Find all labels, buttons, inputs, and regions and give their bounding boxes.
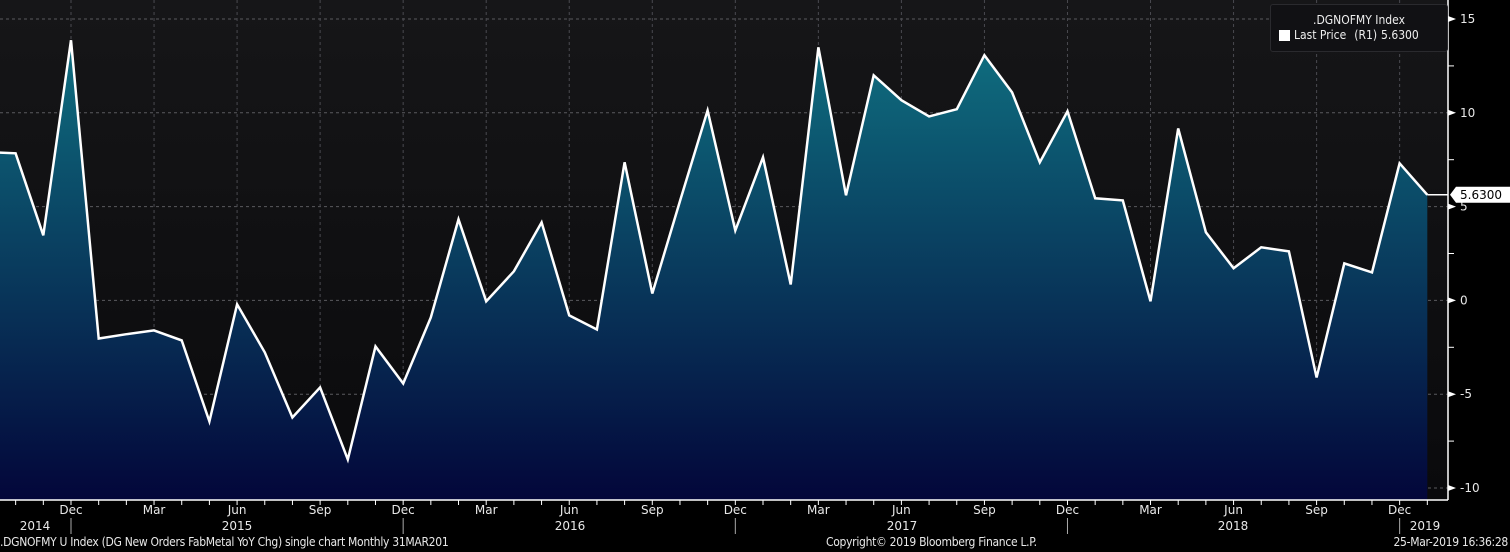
x-tick-label: Sep <box>973 503 996 517</box>
legend-value: 5.6300 <box>1381 28 1419 42</box>
y-tick <box>1448 109 1456 116</box>
legend-swatch <box>1279 29 1290 41</box>
last-value-label: 5.6300 <box>1460 188 1502 202</box>
footer-copyright: Copyright© 2019 Bloomberg Finance L.P. <box>826 535 1037 549</box>
axes: 15 10 5 0 -5 -10 Dec Mar Jun Sep Dec Mar Jun Sep Dec Ma… <box>0 0 1510 534</box>
x-year-label: 2019 <box>1410 519 1441 533</box>
y-tick <box>1448 297 1456 304</box>
x-tick-label: Jun <box>891 503 911 517</box>
legend-label: Last Price <box>1294 28 1347 42</box>
x-tick-label: Dec <box>59 503 82 517</box>
legend-entry: Last Price (R1) 5.6300 <box>1279 28 1447 42</box>
x-year-label: 2018 <box>1218 519 1249 533</box>
y-tick <box>1448 485 1456 491</box>
x-tick-label: Sep <box>309 503 332 517</box>
legend: .DGNOFMY Index Last Price (R1) 5.6300 <box>1270 4 1448 52</box>
x-tick-label: Jun <box>559 503 579 517</box>
x-tick-label: Sep <box>641 503 664 517</box>
y-tick-label: 15 <box>1460 12 1475 26</box>
x-tick-label: Mar <box>475 503 498 517</box>
series-line <box>0 40 1429 464</box>
series-area <box>0 40 1428 500</box>
y-tick-label: -10 <box>1460 481 1480 495</box>
y-tick <box>1448 16 1456 22</box>
x-year-label: 2015 <box>222 519 253 533</box>
x-tick-label: Mar <box>807 503 830 517</box>
y-tick-label: 5 <box>1460 200 1468 214</box>
x-tick-label: Mar <box>143 503 166 517</box>
y-tick-label: 10 <box>1460 106 1475 120</box>
y-tick <box>1448 203 1456 210</box>
last-value-tag <box>1450 186 1510 203</box>
x-year-label: 2014 <box>20 519 51 533</box>
x-tick-label: Sep <box>1305 503 1328 517</box>
x-tick-label: Dec <box>724 503 747 517</box>
y-tick-label: -5 <box>1460 387 1472 401</box>
legend-axis: (R1) <box>1354 28 1378 42</box>
x-tick-label: Jun <box>227 503 247 517</box>
x-tick-label: Dec <box>1056 503 1079 517</box>
footer-timestamp: 25-Mar-2019 16:36:28 <box>1393 535 1508 549</box>
y-tick-label: 0 <box>1460 293 1468 307</box>
x-year-label: 2016 <box>555 519 586 533</box>
x-year-label: 2017 <box>887 519 918 533</box>
x-tick-label: Dec <box>1388 503 1411 517</box>
footer-description: .DGNOFMY U Index (DG New Orders FabMetal… <box>0 535 449 549</box>
legend-title: .DGNOFMY Index <box>1313 13 1405 27</box>
x-tick-label: Mar <box>1139 503 1162 517</box>
x-tick-label: Jun <box>1223 503 1243 517</box>
x-tick-label: Dec <box>392 503 415 517</box>
y-tick <box>1448 391 1456 398</box>
